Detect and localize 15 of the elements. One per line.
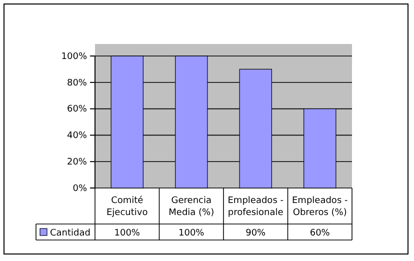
y-tick-label: 80%	[66, 78, 88, 88]
y-tick-label: 60%	[66, 104, 88, 115]
data-label: 60%	[310, 228, 330, 238]
x-tick-label: Empleados - Obreros (%)	[292, 196, 348, 218]
y-tick-label: 100%	[61, 52, 88, 62]
y-tick-label: 40%	[66, 131, 88, 142]
legend-label: Cantidad	[50, 228, 90, 238]
data-label: 90%	[246, 228, 266, 238]
x-tick-label: Gerencia Media (%)	[168, 196, 214, 218]
data-label: 100%	[114, 228, 140, 238]
x-tick-label: Comité Ejecutivo	[106, 195, 148, 218]
y-tick-label: 20%	[66, 157, 88, 168]
data-label: 100%	[178, 228, 205, 238]
x-tick-label: Empleados - profesionale	[228, 196, 284, 218]
y-tick-label: 0%	[72, 184, 88, 194]
